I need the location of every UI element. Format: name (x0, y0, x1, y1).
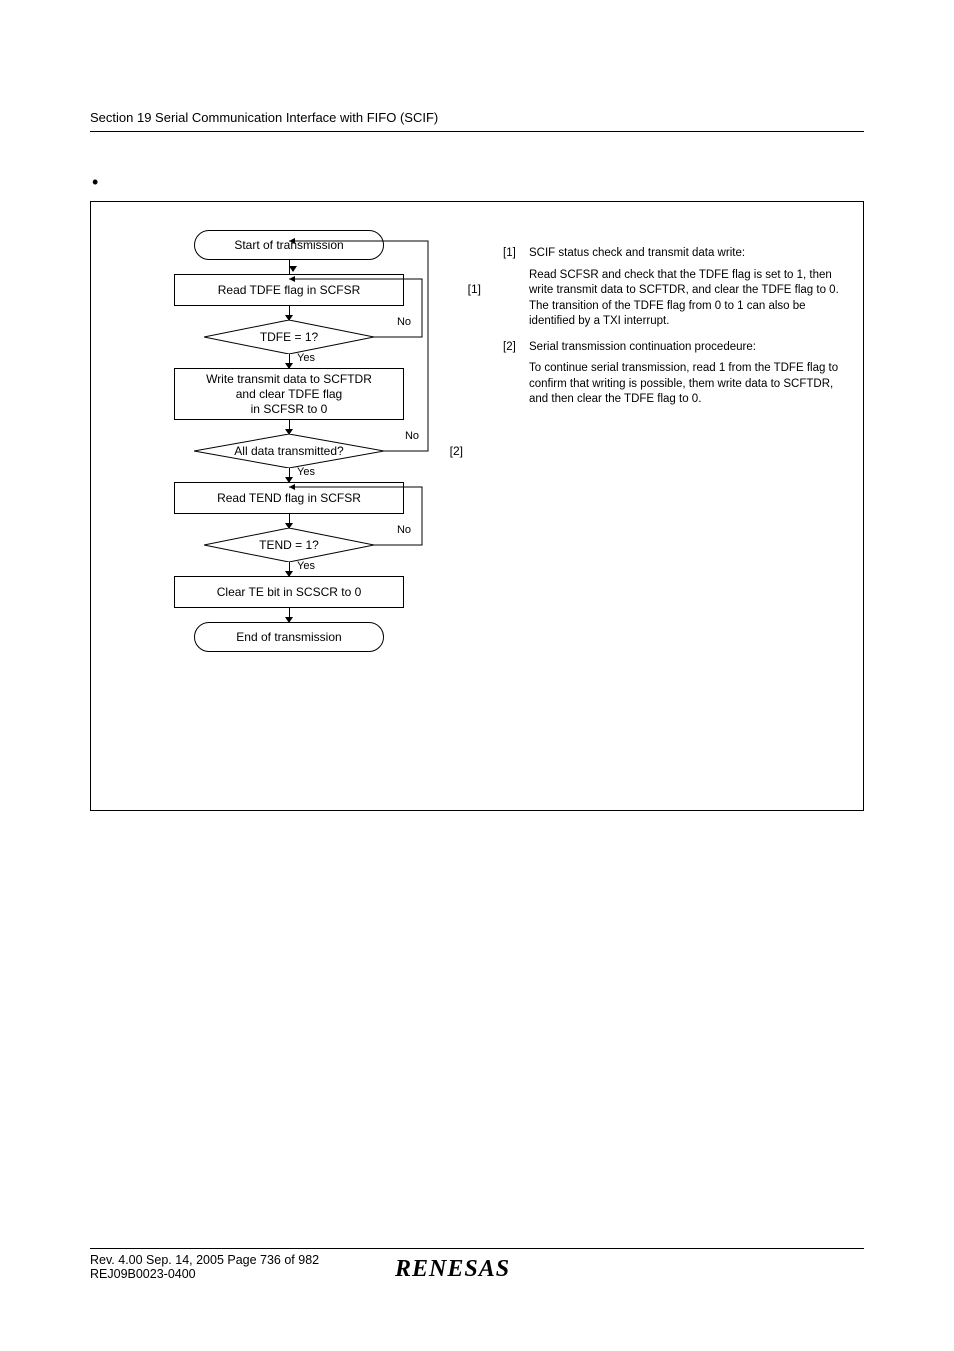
process-write-data-text: Write transmit data to SCFTDR and clear … (206, 372, 372, 417)
terminator-end: End of transmission (194, 622, 384, 652)
no-label: No (397, 524, 411, 536)
process-write-data: Write transmit data to SCFTDR and clear … (174, 368, 404, 420)
yes-label: Yes (297, 560, 315, 572)
note-1-title: SCIF status check and transmit data writ… (529, 246, 843, 262)
decision-tdfe-label: TDFE = 1? (260, 330, 318, 344)
connector: Yes (119, 354, 459, 368)
connector (119, 260, 459, 274)
decision-tdfe: TDFE = 1? (204, 320, 374, 354)
no-label: No (405, 430, 419, 442)
no-label: No (397, 316, 411, 328)
bullet-icon: • (92, 172, 864, 193)
renesas-logo: RENESAS (395, 1256, 510, 1283)
yes-label: Yes (297, 352, 315, 364)
decision-tend-label: TEND = 1? (259, 538, 319, 552)
ref-1: [1] (468, 282, 481, 296)
note-2: [2] Serial transmission continuation pro… (503, 340, 843, 408)
connector (119, 608, 459, 622)
note-2-label: [2] (503, 340, 523, 408)
header-rule (90, 131, 864, 132)
footer-rule (90, 1248, 864, 1249)
yes-label: Yes (297, 466, 315, 478)
terminator-start: Start of transmission (194, 230, 384, 260)
process-clear-te: Clear TE bit in SCSCR to 0 (174, 576, 404, 608)
note-1-label: [1] (503, 246, 523, 330)
flowchart-frame: Start of transmission Read TDFE flag in … (90, 201, 864, 811)
note-1-body: Read SCFSR and check that the TDFE flag … (529, 268, 843, 330)
connector: Yes (119, 562, 459, 576)
flowchart-column: Start of transmission Read TDFE flag in … (119, 230, 459, 652)
note-2-body: To continue serial transmission, read 1 … (529, 361, 843, 408)
note-1: [1] SCIF status check and transmit data … (503, 246, 843, 330)
decision-tend: TEND = 1? (204, 528, 374, 562)
notes-column: [1] SCIF status check and transmit data … (503, 246, 843, 418)
decision-all-data: All data transmitted? (194, 434, 384, 468)
note-2-title: Serial transmission continuation procede… (529, 340, 843, 356)
decision-all-data-label: All data transmitted? (234, 444, 343, 458)
page: Section 19 Serial Communication Interfac… (0, 0, 954, 1351)
section-header: Section 19 Serial Communication Interfac… (90, 110, 864, 131)
connector: Yes (119, 468, 459, 482)
